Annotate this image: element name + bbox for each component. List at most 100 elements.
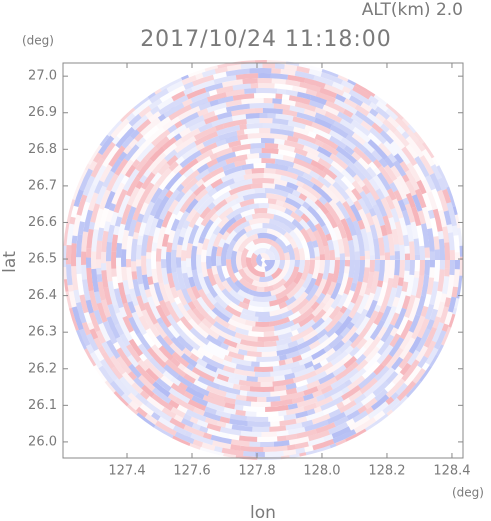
- echo-cell: [421, 149, 436, 167]
- echo-cell: [249, 148, 262, 154]
- echo-cell: [395, 259, 401, 260]
- echo-cell: [183, 303, 191, 312]
- echo-cell: [321, 272, 334, 296]
- echo-cell: [216, 147, 233, 158]
- echo-cell: [331, 426, 351, 439]
- echo-cell: [291, 218, 304, 231]
- echo-cell: [293, 271, 303, 285]
- echo-cell: [373, 238, 380, 260]
- echo-cell: [452, 307, 457, 315]
- echo-cell: [97, 227, 105, 241]
- echo-cell: [383, 260, 390, 283]
- echo-cell: [335, 257, 341, 260]
- echo-cell: [369, 224, 378, 240]
- echo-cell: [405, 224, 414, 242]
- echo-cell: [380, 224, 388, 237]
- echo-cell: [306, 205, 326, 228]
- echo-cell: [349, 204, 363, 222]
- echo-cell: [374, 388, 388, 402]
- echo-cell: [362, 337, 374, 350]
- echo-cell: [185, 386, 205, 400]
- echo-cell: [134, 304, 144, 318]
- echo-cell: [346, 409, 361, 421]
- echo-cell: [200, 207, 217, 227]
- echo-cell: [404, 294, 416, 319]
- echo-cell: [414, 188, 427, 209]
- echo-cell: [178, 158, 199, 176]
- echo-cell: [145, 367, 160, 382]
- echo-cell: [69, 307, 79, 331]
- echo-cell: [398, 260, 406, 278]
- echo-cell: [401, 210, 411, 226]
- echo-cell: [392, 275, 400, 289]
- echo-cell: [182, 98, 193, 107]
- echo-cell: [224, 230, 237, 245]
- echo-cell: [284, 252, 291, 260]
- echo-cell: [261, 261, 267, 268]
- echo-cell: [171, 249, 177, 273]
- echo-cell: [306, 408, 316, 416]
- x-tick-label: 128.2: [368, 464, 405, 479]
- echo-cell: [223, 453, 236, 459]
- echo-cell: [209, 324, 233, 341]
- echo-cell: [88, 160, 98, 171]
- echo-cell: [257, 376, 275, 383]
- echo-cell: [375, 112, 386, 123]
- echo-cell: [296, 66, 310, 74]
- echo-cell: [239, 385, 251, 392]
- echo-cell: [282, 201, 298, 213]
- echo-cell: [315, 91, 336, 104]
- echo-cell: [170, 382, 187, 396]
- echo-cell: [100, 358, 118, 382]
- echo-cell: [191, 366, 215, 383]
- echo-cell: [157, 416, 176, 430]
- echo-cell: [210, 178, 224, 189]
- echo-cell: [353, 417, 377, 434]
- echo-cell: [396, 175, 411, 195]
- echo-cell: [354, 251, 360, 260]
- echo-cell: [452, 225, 459, 236]
- echo-cell: [275, 168, 299, 180]
- echo-cell: [111, 251, 117, 269]
- echo-cell: [311, 348, 327, 360]
- echo-cell: [287, 192, 305, 206]
- echo-cell: [154, 88, 162, 95]
- echo-cell: [373, 363, 385, 376]
- echo-cell: [254, 451, 265, 458]
- echo-cell: [202, 135, 220, 148]
- echo-cell: [285, 350, 301, 360]
- echo-cell: [238, 277, 258, 292]
- echo-cell: [321, 293, 332, 305]
- echo-cell: [316, 376, 338, 391]
- y-tick-label: 26.6: [28, 215, 57, 230]
- echo-cell: [193, 126, 217, 141]
- echo-cell: [203, 275, 218, 298]
- echo-cell: [106, 339, 121, 359]
- echo-cell: [201, 442, 216, 451]
- echo-cell: [83, 311, 92, 324]
- echo-cell: [144, 182, 160, 205]
- echo-cell: [104, 190, 116, 210]
- echo-cell: [357, 405, 368, 414]
- echo-cell: [411, 315, 426, 340]
- echo-cell: [240, 339, 265, 348]
- echo-cell: [141, 309, 154, 327]
- echo-cell: [290, 326, 315, 342]
- echo-cell: [296, 397, 318, 408]
- echo-cell: [294, 208, 304, 218]
- echo-cell: [395, 285, 403, 298]
- echo-cell: [201, 262, 209, 278]
- echo-cell: [175, 141, 197, 159]
- echo-cell: [325, 233, 332, 241]
- echo-cell: [316, 328, 328, 339]
- echo-cell: [274, 158, 295, 168]
- echo-cell: [330, 379, 343, 390]
- echo-cell: [71, 235, 78, 244]
- echo-cell: [206, 401, 225, 412]
- echo-cell: [201, 172, 213, 183]
- echo-cell: [288, 310, 302, 322]
- echo-cell: [234, 271, 243, 281]
- echo-cell: [117, 194, 131, 218]
- echo-cell: [228, 301, 244, 313]
- echo-cell: [240, 247, 249, 269]
